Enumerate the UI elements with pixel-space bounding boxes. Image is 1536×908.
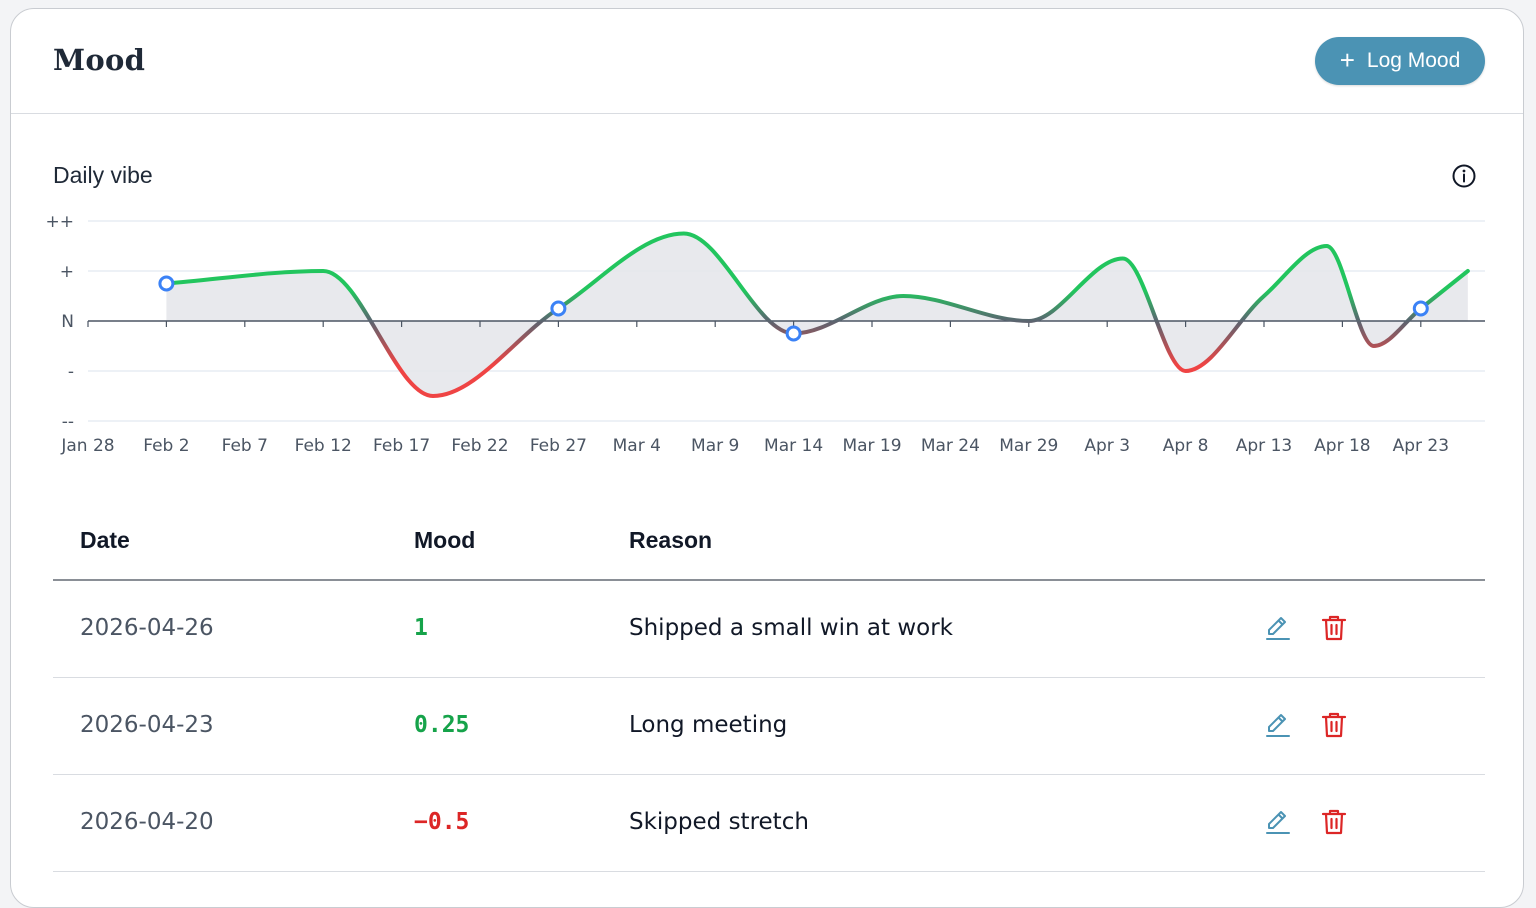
data-point (550, 300, 567, 317)
x-tick-label: Feb 27 (530, 436, 587, 456)
row-mood: −0.5 (414, 809, 470, 835)
y-tick-label: N (61, 312, 74, 332)
pencil-icon[interactable] (1263, 613, 1293, 643)
row-mood: 0.25 (414, 712, 470, 738)
trash-icon[interactable] (1319, 807, 1349, 837)
row-reason: Long meeting (629, 712, 788, 738)
x-tick-label: Feb 2 (143, 436, 189, 456)
trash-icon[interactable] (1319, 613, 1349, 643)
table-header: Date Mood Reason (53, 509, 1485, 581)
row-mood: 1 (414, 615, 428, 641)
row-date: 2026-04-23 (80, 712, 214, 738)
log-mood-button[interactable]: + Log Mood (1315, 37, 1485, 85)
x-tick-label: Apr 23 (1393, 436, 1449, 456)
x-tick-label: Jan 28 (60, 436, 114, 456)
x-tick-label: Apr 8 (1163, 436, 1209, 456)
table-row: 2026-04-26 1 Shipped a small win at work (53, 581, 1485, 678)
x-tick-label: Mar 14 (764, 436, 823, 456)
x-tick-label: Mar 29 (999, 436, 1058, 456)
x-tick-label: Apr 13 (1236, 436, 1292, 456)
page-title: Mood (53, 43, 146, 77)
x-tick-label: Feb 17 (373, 436, 430, 456)
card-header: Mood + Log Mood (11, 9, 1523, 114)
y-tick-label: - (68, 362, 74, 382)
column-header-date: Date (80, 527, 130, 553)
data-point (1412, 300, 1429, 317)
log-mood-label: Log Mood (1366, 49, 1461, 72)
x-tick-label: Feb 12 (295, 436, 352, 456)
pencil-icon[interactable] (1263, 807, 1293, 837)
x-tick-label: Apr 3 (1084, 436, 1130, 456)
row-date: 2026-04-26 (80, 615, 214, 641)
row-reason: Skipped stretch (629, 809, 809, 835)
mood-table: Date Mood Reason 2026-04-26 1 Shipped a … (53, 509, 1485, 872)
mood-chart: ---N+++Jan 28 Feb 2 Feb 7 Feb 12 Feb 17 Feb 2… (46, 212, 1485, 456)
x-tick-label: Apr 18 (1314, 436, 1370, 456)
x-tick-label: Mar 24 (921, 436, 980, 456)
trash-icon[interactable] (1319, 710, 1349, 740)
y-tick-label: + (60, 262, 74, 282)
mood-card: Mood + Log Mood Daily vibe -- - N + ++ Jan 28… (10, 8, 1524, 908)
y-tick-label: -- (62, 412, 74, 432)
x-tick-label: Mar 9 (691, 436, 739, 456)
info-icon[interactable] (1451, 163, 1477, 189)
x-tick-label: Feb 7 (222, 436, 268, 456)
row-reason: Shipped a small win at work (629, 615, 953, 641)
data-point (158, 275, 175, 292)
table-row: 2026-04-20 −0.5 Skipped stretch (53, 775, 1485, 872)
x-tick-label: Feb 22 (451, 436, 508, 456)
data-point (785, 325, 802, 342)
series-line (164, 231, 1470, 398)
series-area (166, 233, 1468, 396)
y-tick-label: ++ (46, 212, 75, 232)
plus-icon: + (1339, 45, 1355, 75)
column-header-mood: Mood (414, 527, 476, 553)
pencil-icon[interactable] (1263, 710, 1293, 740)
x-tick-label: Mar 4 (613, 436, 661, 456)
x-tick-label: Mar 19 (842, 436, 901, 456)
column-header-reason: Reason (629, 527, 713, 553)
row-date: 2026-04-20 (80, 809, 214, 835)
chart-title: Daily vibe (53, 162, 153, 188)
table-row: 2026-04-23 0.25 Long meeting (53, 678, 1485, 775)
